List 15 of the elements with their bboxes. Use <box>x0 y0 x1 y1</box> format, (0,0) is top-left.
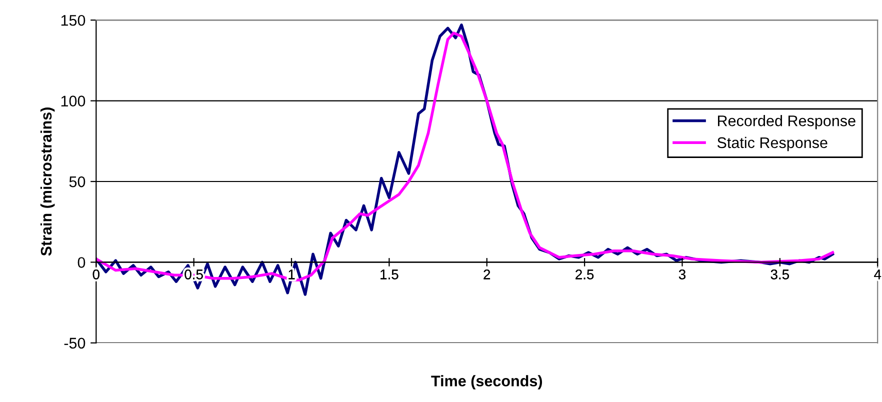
legend-label: Static Response <box>717 136 828 152</box>
x-tick-label: 1.5 <box>380 270 398 280</box>
legend-label: Recorded Response <box>718 115 856 130</box>
y-tick-label: 100 <box>61 96 86 106</box>
y-tick-label: 150 <box>61 14 86 26</box>
x-axis-title: Time (seconds) <box>431 375 542 390</box>
x-tick-label: 3 <box>678 270 686 280</box>
x-tick-label: 4 <box>874 270 882 280</box>
x-tick-label: 2 <box>484 270 490 280</box>
x-tick-label: 3.5 <box>770 270 789 280</box>
y-tick-label: 50 <box>69 176 86 188</box>
y-axis-title: Strain (microstrains) <box>40 108 55 256</box>
x-tick-label: 2.5 <box>576 270 594 280</box>
y-tick-label: 0 <box>78 257 86 268</box>
y-tick-label: -50 <box>64 338 86 349</box>
